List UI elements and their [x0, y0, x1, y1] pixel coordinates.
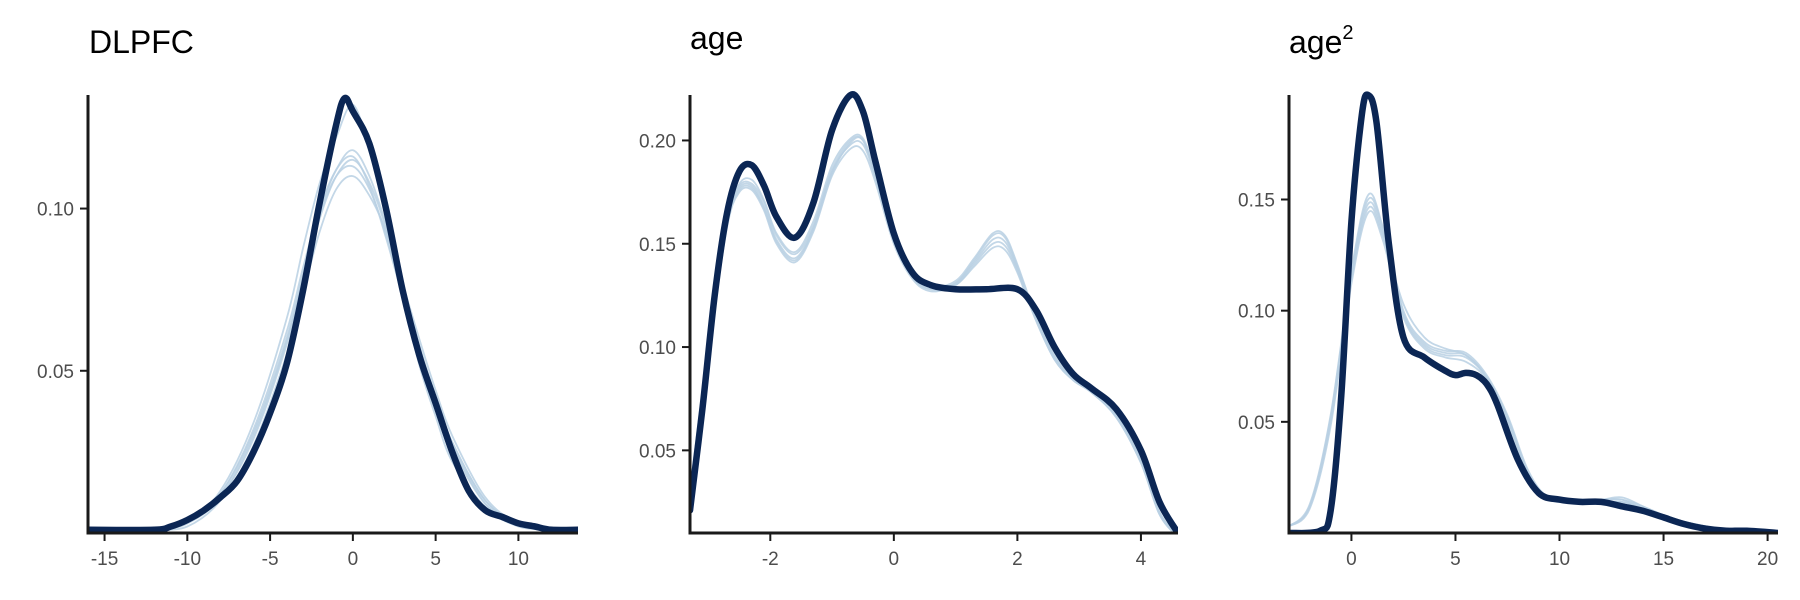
x-tick-label: 0	[1346, 549, 1357, 570]
y-tick-label: 0.10	[639, 338, 676, 359]
imputed-density-line	[153, 158, 553, 531]
series-group	[88, 94, 578, 533]
x-tick-label: 4	[1136, 549, 1147, 570]
panel-title: DLPFC	[89, 24, 194, 61]
imputed-density-line	[153, 175, 553, 531]
imputed-density-line	[690, 133, 1176, 533]
y-tick-label: 0.20	[639, 131, 676, 152]
y-tick-label: 0.05	[1238, 413, 1275, 434]
x-tick-label: -5	[262, 549, 279, 570]
panel-title: age2	[1289, 22, 1354, 61]
panel-title-sup: 2	[1342, 22, 1354, 45]
density-plot-dlpfc: -15 -10 -5 0 5 10 0.05 0.10	[37, 94, 578, 570]
x-tick-label: 5	[430, 549, 441, 570]
x-tick-label: 20	[1757, 549, 1778, 570]
y-tick-label: 0.15	[639, 235, 676, 256]
series-group	[1289, 91, 1778, 533]
y-tick-label: 0.15	[1238, 190, 1275, 211]
x-tick-label: -15	[91, 549, 118, 570]
panel-age-squared: age2 0 5 10 15 20 0.05 0.10 0.15	[1200, 0, 1800, 600]
y-tick-label: 0.05	[639, 441, 676, 462]
imputed-density-line	[153, 164, 553, 531]
observed-density-line	[88, 94, 578, 533]
y-tick-label: 0.05	[37, 362, 74, 383]
observed-density-line	[1289, 91, 1778, 533]
panel-title: age	[690, 20, 743, 57]
panel-dlpfc: DLPFC -15 -10 -5 0 5 10 0.05 0.10	[0, 0, 600, 600]
panel-age: age -2 0 2 4 0.05 0.10 0.15 0.20	[600, 0, 1200, 600]
x-tick-label: 0	[348, 549, 359, 570]
imputed-density-line	[153, 103, 553, 531]
observed-density-line	[690, 91, 1178, 533]
imputed-density-line	[153, 149, 553, 531]
y-tick-label: 0.10	[37, 200, 74, 221]
x-tick-label: 0	[889, 549, 900, 570]
panel-title-text: DLPFC	[89, 24, 194, 60]
x-tick-label: -2	[762, 549, 779, 570]
imputed-density-line	[153, 155, 553, 531]
panel-title-text: age	[1289, 24, 1343, 60]
y-tick-label: 0.10	[1238, 302, 1275, 323]
x-tick-label: 15	[1653, 549, 1674, 570]
x-tick-label: 10	[1549, 549, 1570, 570]
x-tick-label: 5	[1450, 549, 1461, 570]
series-group	[690, 91, 1178, 533]
density-plot-age-squared: 0 5 10 15 20 0.05 0.10 0.15	[1238, 91, 1778, 570]
panel-title-text: age	[690, 20, 744, 56]
x-tick-label: 10	[508, 549, 529, 570]
x-tick-label: -10	[174, 549, 201, 570]
x-tick-label: 2	[1012, 549, 1023, 570]
density-plot-age: -2 0 2 4 0.05 0.10 0.15 0.20	[639, 91, 1178, 570]
